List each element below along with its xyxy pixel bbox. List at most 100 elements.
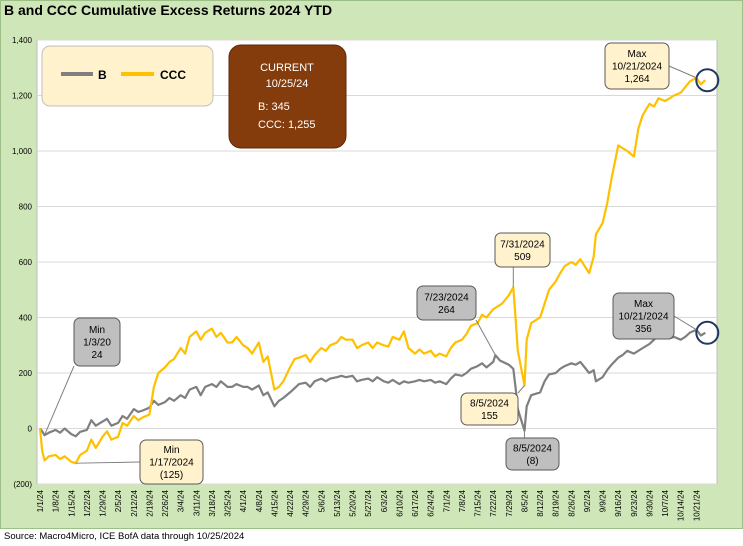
callout-box-ccc-max (604, 42, 670, 90)
callout-text-ccc-trough: 8/5/2024 (470, 398, 509, 409)
callout-text-b-trough: (8) (526, 456, 538, 467)
y-tick-label: 400 (19, 314, 33, 323)
callout-text-b-max: Max (634, 299, 653, 310)
x-tick-label: 6/3/24 (380, 489, 389, 512)
callout-text-ccc-peak: 509 (514, 252, 531, 263)
x-tick-label: 1/29/24 (99, 489, 108, 516)
y-tick-label: 0 (28, 425, 33, 434)
x-tick-label: 10/21/24 (692, 489, 701, 521)
x-tick-label: 6/24/24 (427, 489, 436, 516)
series-line-ccc (38, 76, 707, 465)
y-tick-label: 1,400 (12, 36, 33, 45)
callout-text-ccc-trough: 155 (481, 411, 498, 422)
y-tick-label: (200) (13, 480, 32, 489)
current-info-b: B: 345 (258, 101, 290, 113)
y-tick-label: 1,000 (12, 147, 33, 156)
callout-text-b-max: 10/21/2024 (618, 312, 668, 323)
x-tick-label: 2/5/24 (114, 489, 123, 512)
current-info-title: CURRENT (260, 62, 314, 74)
callout-leader-b-max (673, 315, 697, 331)
x-tick-label: 5/20/24 (349, 489, 358, 516)
x-tick-label: 5/6/24 (317, 489, 326, 512)
x-tick-label: 9/23/24 (630, 489, 639, 516)
callout-leader-ccc-min (75, 461, 141, 464)
callout-box-b-min (73, 317, 121, 367)
y-tick-label: 600 (19, 258, 33, 267)
x-tick-label: 1/22/24 (83, 489, 92, 516)
callout-text-b-peak: 7/23/2024 (424, 292, 469, 303)
x-tick-label: 7/22/24 (489, 489, 498, 516)
x-tick-label: 3/4/24 (177, 489, 186, 512)
callout-text-b-trough: 8/5/2024 (513, 443, 552, 454)
callout-leader-ccc-max (668, 65, 697, 79)
source-note: Source: Macro4Micro, ICE BofA data throu… (4, 531, 245, 542)
x-tick-label: 8/26/24 (567, 489, 576, 516)
y-tick-label: 200 (19, 369, 33, 378)
x-tick-label: 7/15/24 (474, 489, 483, 516)
x-tick-label: 9/2/24 (583, 489, 592, 512)
callout-text-ccc-max: 1,264 (624, 74, 649, 85)
callout-text-ccc-max: 10/21/2024 (612, 62, 662, 73)
callout-text-ccc-min: Min (163, 445, 179, 456)
callout-text-b-min: 24 (91, 350, 103, 361)
callout-box-ccc-peak (494, 232, 551, 268)
x-tick-label: 2/26/24 (161, 489, 170, 516)
current-info-ccc: CCC: 1,255 (258, 119, 315, 131)
x-tick-label: 2/19/24 (145, 489, 154, 516)
x-tick-label: 1/15/24 (67, 489, 76, 516)
callout-leader-b-peak (475, 319, 496, 356)
y-tick-label: 800 (19, 203, 33, 212)
callout-text-ccc-min: 1/17/2024 (149, 458, 194, 469)
callout-box-b-max (612, 292, 675, 340)
callout-text-ccc-peak: 7/31/2024 (500, 239, 545, 250)
callout-box-ccc-trough (460, 392, 519, 426)
x-tick-label: 4/15/24 (270, 489, 279, 516)
x-tick-label: 5/13/24 (333, 489, 342, 516)
callout-box-b-peak (416, 285, 477, 321)
x-tick-label: 7/29/24 (505, 489, 514, 516)
chart-title: B and CCC Cumulative Excess Returns 2024… (4, 2, 333, 18)
x-tick-label: 1/1/24 (36, 489, 45, 512)
x-tick-label: 7/8/24 (458, 489, 467, 512)
x-tick-label: 9/30/24 (645, 489, 654, 516)
series-line-b (39, 328, 706, 438)
callout-text-ccc-max: Max (628, 49, 647, 60)
x-tick-label: 3/25/24 (224, 489, 233, 516)
x-tick-label: 8/5/24 (520, 489, 529, 512)
x-tick-label: 8/19/24 (552, 489, 561, 516)
x-tick-label: 6/17/24 (411, 489, 420, 516)
x-tick-label: 2/12/24 (130, 489, 139, 516)
x-tick-label: 9/16/24 (614, 489, 623, 516)
legend-label-ccc: CCC (160, 68, 186, 82)
callout-leader-b-min (44, 365, 75, 436)
current-info-box (228, 44, 347, 149)
x-tick-label: 1/8/24 (52, 489, 61, 512)
x-tick-label: 4/1/24 (239, 489, 248, 512)
x-tick-label: 4/22/24 (286, 489, 295, 516)
legend-label-b: B (98, 68, 107, 82)
callout-box-ccc-min (139, 439, 204, 485)
callout-text-ccc-min: (125) (160, 470, 183, 481)
callout-leader-ccc-trough (517, 385, 525, 394)
y-tick-label: 1,200 (12, 92, 33, 101)
x-tick-label: 9/9/24 (599, 489, 608, 512)
x-tick-label: 10/7/24 (661, 489, 670, 516)
current-info-date: 10/25/24 (266, 78, 309, 90)
x-tick-label: 10/14/24 (677, 489, 686, 521)
x-tick-label: 7/1/24 (442, 489, 451, 512)
x-tick-label: 5/27/24 (364, 489, 373, 516)
callout-box-b-trough (505, 437, 560, 471)
b-current-circle (695, 320, 720, 345)
x-tick-label: 3/18/24 (208, 489, 217, 516)
callout-text-b-min: Min (89, 325, 105, 336)
ccc-current-circle (695, 68, 720, 93)
callout-text-b-max: 356 (635, 324, 652, 335)
x-tick-label: 4/8/24 (255, 489, 264, 512)
callout-text-b-peak: 264 (438, 305, 455, 316)
callout-text-b-min: 1/3/20 (83, 338, 111, 349)
x-tick-label: 8/12/24 (536, 489, 545, 516)
x-tick-label: 6/10/24 (395, 489, 404, 516)
x-tick-label: 4/29/24 (302, 489, 311, 516)
chart-svg: (200) 0 200 400 600 800 1,000 1,200 1,400 1/1/24 1… (12, 36, 720, 521)
x-tick-label: 3/11/24 (192, 489, 201, 516)
